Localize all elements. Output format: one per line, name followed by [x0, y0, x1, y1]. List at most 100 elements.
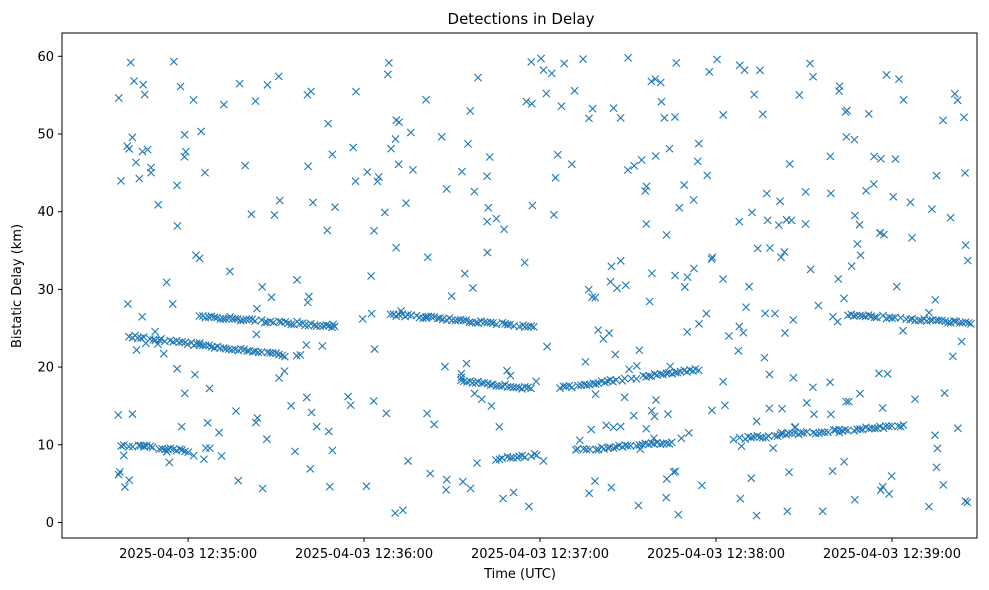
detection-point — [777, 428, 786, 437]
detection-point — [139, 333, 148, 342]
data-points — [114, 53, 975, 520]
detection-point — [312, 422, 321, 431]
detection-point — [181, 447, 190, 456]
detection-point — [677, 434, 686, 443]
detection-point — [684, 428, 693, 437]
detection-point — [789, 315, 798, 324]
detection-point — [707, 406, 716, 415]
detection-point — [736, 494, 745, 503]
detection-point — [914, 316, 923, 325]
detection-point — [241, 161, 250, 170]
detection-point — [591, 379, 600, 388]
detection-point — [927, 205, 936, 214]
detection-point — [506, 453, 515, 462]
detection-point — [123, 142, 132, 151]
detection-point — [770, 309, 779, 318]
detection-point — [328, 150, 337, 159]
detection-point — [291, 447, 300, 456]
detection-point — [125, 476, 134, 485]
detection-point — [789, 373, 798, 382]
detection-point — [151, 327, 160, 336]
detection-point — [899, 421, 908, 430]
detection-point — [162, 278, 171, 287]
detection-point — [758, 433, 767, 442]
detection-point — [292, 351, 301, 360]
detection-point — [948, 352, 957, 361]
detection-point — [814, 301, 823, 310]
detection-point — [906, 198, 915, 207]
detection-point — [203, 418, 212, 427]
detection-point — [442, 185, 451, 193]
detection-point — [162, 447, 171, 456]
x-tick-label: 2025-04-03 12:35:00 — [119, 547, 257, 562]
detection-point — [557, 102, 566, 111]
detection-point — [671, 112, 680, 121]
detection-point — [506, 371, 515, 380]
detection-point — [632, 361, 641, 370]
detection-point — [275, 196, 284, 205]
detection-point — [423, 409, 432, 418]
detection-point — [623, 165, 632, 174]
detection-point — [626, 441, 635, 450]
detection-point — [447, 292, 456, 301]
detection-point — [587, 425, 596, 434]
detection-point — [492, 214, 501, 223]
detection-point — [855, 220, 864, 229]
detection-point — [853, 239, 862, 248]
detection-point — [287, 401, 296, 410]
detection-point — [567, 160, 576, 169]
detection-point — [966, 319, 975, 328]
detection-point — [117, 441, 126, 450]
detection-point — [258, 282, 267, 291]
detection-point — [620, 393, 629, 402]
detection-point — [609, 444, 618, 453]
detection-point — [662, 439, 671, 448]
detection-point — [532, 377, 541, 386]
detection-point — [847, 262, 856, 271]
detection-point — [621, 281, 630, 290]
detection-point — [322, 320, 331, 329]
y-tick-label: 0 — [46, 516, 54, 531]
detection-point — [844, 397, 853, 406]
detection-point — [620, 374, 629, 383]
detection-point — [961, 241, 970, 250]
detection-point — [487, 401, 496, 410]
detection-point — [647, 77, 656, 86]
detection-point — [780, 248, 789, 257]
detection-point — [252, 304, 261, 313]
detection-point — [402, 199, 411, 208]
detection-point — [818, 507, 827, 516]
detection-point — [380, 208, 389, 217]
detection-point — [398, 506, 407, 515]
detection-point — [835, 82, 844, 91]
detection-point — [532, 451, 541, 460]
detection-point — [143, 145, 152, 154]
detection-point — [785, 160, 794, 169]
detection-point — [680, 180, 689, 189]
detection-point — [899, 95, 908, 104]
detection-point — [946, 213, 955, 222]
detection-point — [466, 484, 475, 493]
detection-point — [117, 176, 125, 185]
detection-point — [527, 322, 536, 331]
detection-point — [528, 201, 537, 210]
detection-point — [406, 128, 415, 137]
detection-point — [707, 255, 716, 264]
y-tick-label: 20 — [37, 361, 54, 376]
detection-point — [758, 110, 767, 119]
detection-point — [195, 254, 204, 263]
detection-point — [745, 282, 754, 291]
detection-point — [594, 326, 603, 335]
detection-point — [602, 421, 611, 430]
detection-point — [944, 318, 953, 327]
detection-point — [252, 330, 261, 339]
detection-point — [201, 341, 210, 350]
detection-point — [824, 428, 832, 437]
detection-point — [351, 177, 360, 186]
detection-point — [584, 285, 593, 294]
detection-point — [760, 353, 769, 362]
detection-point — [850, 135, 859, 144]
detection-point — [303, 298, 312, 307]
detection-point — [173, 221, 182, 230]
detection-point — [236, 344, 245, 353]
